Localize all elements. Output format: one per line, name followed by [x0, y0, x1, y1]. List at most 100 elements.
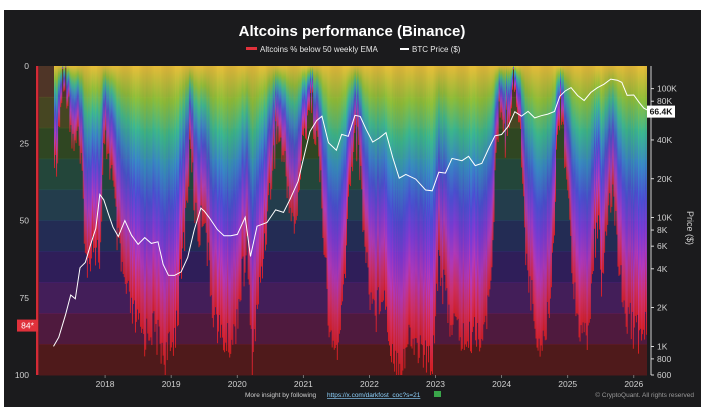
- alt-bar: [152, 66, 154, 314]
- alt-bar: [246, 66, 248, 236]
- alt-bar: [618, 66, 620, 276]
- alt-bar: [422, 66, 424, 368]
- alt-bar: [536, 66, 538, 348]
- alt-bar: [104, 66, 106, 145]
- alt-bar: [187, 66, 189, 203]
- alt-bar: [54, 66, 55, 169]
- alt-bar: [316, 66, 318, 131]
- alt-bar: [443, 66, 445, 270]
- alt-bar: [607, 66, 609, 225]
- alt-bar: [64, 66, 66, 91]
- current-alt-value-box: [17, 319, 38, 332]
- alt-bar: [80, 66, 82, 154]
- alt-bar: [556, 66, 557, 150]
- alt-bar: [303, 66, 304, 137]
- alt-bar: [267, 66, 269, 212]
- alt-bar: [439, 66, 441, 256]
- x-tick-label: 2021: [294, 379, 313, 389]
- alt-bar: [608, 66, 610, 206]
- alt-bar: [266, 66, 268, 245]
- alt-bar: [107, 66, 109, 154]
- alt-bar: [318, 66, 320, 157]
- alt-bar: [480, 66, 482, 348]
- alt-bar: [594, 66, 596, 258]
- alt-bar: [95, 66, 96, 266]
- alt-bar: [402, 66, 404, 371]
- alt-bar: [234, 66, 236, 327]
- alt-bar: [327, 66, 329, 326]
- alt-bar: [258, 66, 260, 278]
- alt-bar: [295, 66, 297, 221]
- alt-bar: [198, 66, 200, 248]
- alt-bar: [532, 66, 534, 304]
- alt-bar: [311, 66, 313, 114]
- alt-bar: [575, 66, 577, 317]
- alt-bar: [567, 66, 569, 191]
- alt-bar: [591, 66, 593, 275]
- alt-bar: [336, 66, 338, 360]
- alt-bar: [525, 66, 527, 266]
- alt-bar: [396, 66, 398, 375]
- alt-bar: [577, 66, 579, 315]
- alt-bar: [403, 66, 405, 349]
- alt-bar: [448, 66, 450, 305]
- alt-bar: [268, 66, 270, 196]
- left-red-axis-bar: [36, 66, 39, 375]
- alt-bar: [360, 66, 362, 166]
- alt-bar: [392, 66, 394, 345]
- alt-bar: [393, 66, 395, 364]
- alt-bar: [604, 66, 606, 253]
- alt-bar: [642, 66, 643, 335]
- alt-bar: [442, 66, 444, 305]
- alt-bar: [203, 66, 205, 225]
- alt-bar: [353, 66, 355, 153]
- alt-bar: [516, 66, 517, 108]
- alt-bar: [383, 66, 385, 291]
- alt-bar: [585, 66, 587, 336]
- alt-bar: [57, 66, 59, 164]
- alt-bar: [638, 66, 639, 354]
- alt-bar: [225, 66, 227, 343]
- alt-bar: [154, 66, 156, 332]
- alt-bar: [350, 66, 352, 187]
- alt-bar: [529, 66, 531, 277]
- alt-bar: [140, 66, 142, 327]
- alt-bar: [272, 66, 274, 171]
- alt-bar: [483, 66, 485, 325]
- alt-bar: [409, 66, 411, 328]
- alt-bar: [485, 66, 487, 316]
- alt-bar: [337, 66, 339, 343]
- alt-bar: [389, 66, 390, 346]
- alt-bar: [133, 66, 134, 305]
- alt-bar: [418, 66, 420, 358]
- alt-bar: [113, 66, 115, 187]
- alt-bar: [70, 66, 72, 126]
- alt-bar: [588, 66, 590, 323]
- alt-bar: [369, 66, 371, 310]
- alt-bar: [307, 66, 309, 116]
- alt-bar: [290, 66, 292, 222]
- alt-bar: [540, 66, 542, 346]
- alt-bar: [165, 66, 167, 343]
- alt-bar: [478, 66, 480, 340]
- alt-bar: [472, 66, 473, 333]
- alt-bar: [292, 66, 294, 217]
- footer-link[interactable]: https://x.com/darkfost_coc?s=21: [327, 392, 421, 399]
- alt-bar: [273, 66, 275, 146]
- alt-bar: [297, 66, 299, 193]
- alt-bar: [118, 66, 120, 239]
- alt-bar: [534, 66, 536, 329]
- alt-bar: [308, 66, 310, 111]
- alt-bar: [551, 66, 553, 253]
- alt-bar: [279, 66, 281, 142]
- alt-bar: [270, 66, 272, 200]
- alt-bar: [142, 66, 144, 329]
- alt-bar: [227, 66, 229, 324]
- alt-bar: [571, 66, 573, 274]
- alt-bar: [358, 66, 360, 145]
- current-btc-price: 66.4K: [650, 107, 674, 117]
- alt-bar: [263, 66, 264, 259]
- alt-bar: [579, 66, 581, 342]
- alt-bar: [457, 66, 459, 319]
- alt-bar: [408, 66, 410, 325]
